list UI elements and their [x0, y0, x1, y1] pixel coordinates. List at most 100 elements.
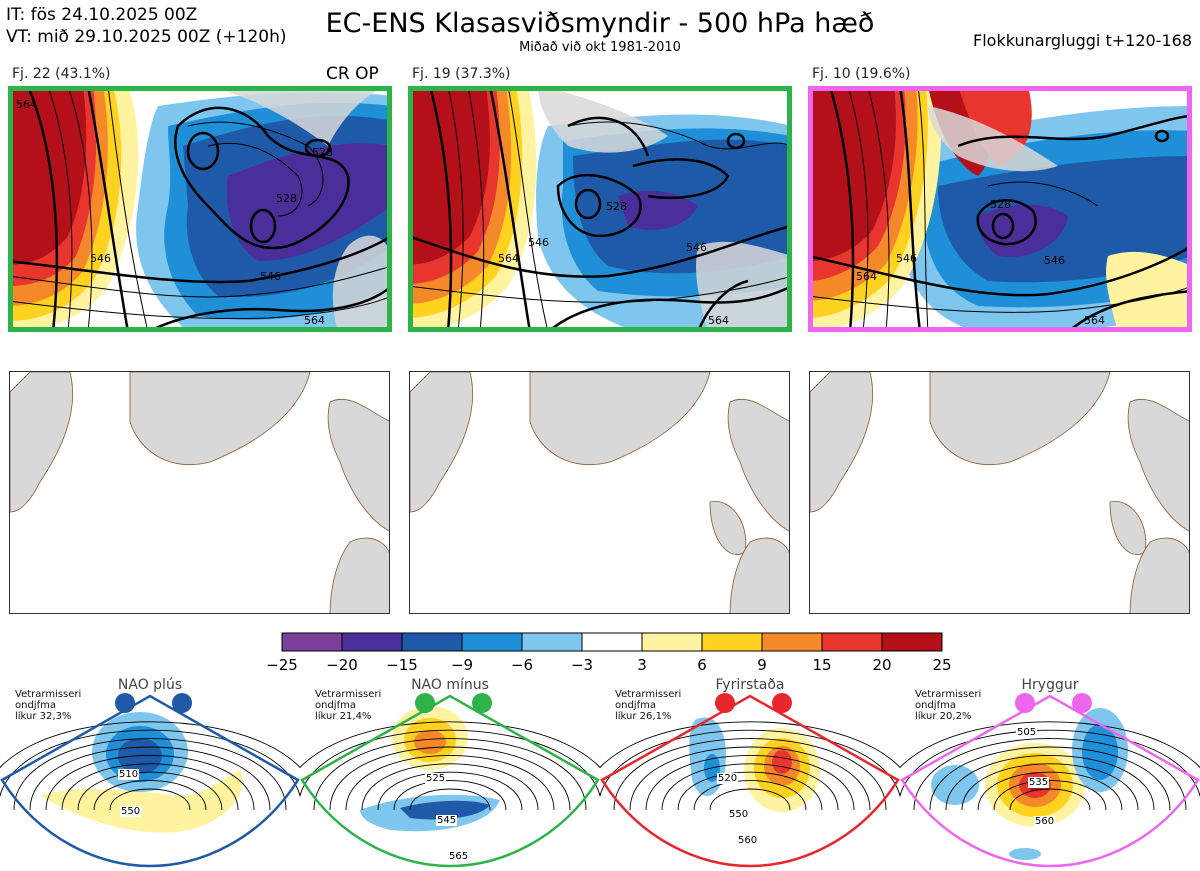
- regime-note: Vetrarmisseri ondjfma líkur 26,1%: [615, 689, 681, 722]
- regime-note: Vetrarmisseri ondjfma líkur 21,4%: [315, 689, 381, 722]
- cluster-map-3: 546 564 528 546 564: [808, 86, 1192, 332]
- colorbar-tick-label: 3: [637, 656, 647, 674]
- page-title: EC-ENS Klasasviðsmyndir - 500 hPa hæð: [325, 8, 875, 39]
- colorbar-tick-label: −3: [570, 656, 594, 674]
- cluster-map-1: 564 546 528 546 564 528: [8, 86, 392, 332]
- colorbar-tick-label: 25: [932, 656, 952, 674]
- regime-note-line: Vetrarmisseri: [615, 689, 682, 700]
- regime-title: NAO mínus: [411, 677, 489, 693]
- contour-label: 546: [1044, 254, 1065, 267]
- panel-1-label: Fj. 22 (43.1%): [12, 66, 111, 82]
- regime-contour-label: 560: [737, 835, 759, 846]
- colorbar-cell: [821, 632, 883, 652]
- contour-label: 564: [1084, 314, 1105, 327]
- colorbar-tick-label: 9: [757, 656, 767, 674]
- regime-contour-label: 550: [120, 806, 142, 817]
- cluster-map-2: 546 564 528 546 564: [408, 86, 792, 332]
- classification-window: Flokkunargluggi t+120-168: [973, 31, 1192, 50]
- regime-note: Vetrarmisseri ondjfma líkur 32,3%: [15, 689, 81, 722]
- regime-contour-label: 535: [1028, 777, 1050, 788]
- colorbar-cell: [881, 632, 943, 652]
- regime-contour-label: 510: [118, 769, 140, 780]
- contour-label: 546: [260, 270, 281, 283]
- colorbar-cell: [281, 632, 343, 652]
- colorbar-cell: [401, 632, 463, 652]
- regime-note-line: líkur 26,1%: [615, 711, 672, 722]
- colorbar-cell: [761, 632, 823, 652]
- regime-marker-dot: [172, 693, 192, 713]
- panel-3-label: Fj. 10 (19.6%): [812, 66, 911, 82]
- regime-map: [0, 694, 300, 868]
- panel-1-tag: CR OP: [326, 64, 379, 84]
- regime-contour-label: 550: [728, 809, 750, 820]
- regime-contour-label: 525: [425, 773, 447, 784]
- colorbar-tick-label: −20: [326, 656, 358, 674]
- contour-label: 546: [90, 252, 111, 265]
- regime-marker-dot: [472, 693, 492, 713]
- page-subtitle: Miðað við okt 1981-2010: [519, 40, 681, 55]
- cluster-frame-3: [808, 86, 1192, 332]
- blank-map-2: [409, 371, 790, 614]
- contour-label: 546: [686, 241, 707, 254]
- cluster-map-2-graphic: 546 564 528 546 564: [408, 86, 792, 332]
- colorbar-tick-label: 6: [697, 656, 707, 674]
- regime-marker-dot: [1072, 693, 1092, 713]
- cluster-frame-2: [408, 86, 792, 332]
- regime-marker-dot: [1015, 693, 1035, 713]
- blank-map-1: [9, 371, 390, 614]
- regime-note-line: Vetrarmisseri: [15, 689, 82, 700]
- contour-label: 564: [856, 270, 877, 283]
- colorbar-tick-label: 15: [812, 656, 832, 674]
- contour-label: 546: [528, 236, 549, 249]
- colorbar-tick-label: −15: [386, 656, 418, 674]
- regime-contour-label: 505: [1016, 727, 1038, 738]
- cluster-map-3-graphic: 546 564 528 546 564: [808, 86, 1192, 332]
- regime-marker-dot: [772, 693, 792, 713]
- regime-map: [300, 694, 600, 868]
- regime-title: Fyrirstaða: [715, 677, 785, 693]
- contour-label: 528: [276, 192, 297, 205]
- regime-note-line: líkur 20,2%: [915, 711, 972, 722]
- contour-label: 546: [896, 252, 917, 265]
- regime-marker-dot: [115, 693, 135, 713]
- colorbar: [281, 632, 943, 652]
- colorbar-cell: [581, 632, 643, 652]
- panel-2-label: Fj. 19 (37.3%): [412, 66, 511, 82]
- header-left: IT: fös 24.10.2025 00Z VT: mið 29.10.202…: [6, 4, 287, 48]
- colorbar-tick-label: −25: [266, 656, 298, 674]
- regime-note-line: Vetrarmisseri: [915, 689, 982, 700]
- regime-contour-label: 560: [1034, 816, 1056, 827]
- contour-label: 564: [304, 314, 325, 327]
- regime-map: [600, 694, 900, 868]
- colorbar-cell: [701, 632, 763, 652]
- colorbar-cell: [641, 632, 703, 652]
- cluster-frame-1: [8, 86, 392, 332]
- cluster-map-1-graphic: 564 546 528 546 564 528: [8, 86, 392, 332]
- regime-note-line: ondjfma: [315, 700, 356, 711]
- regime-note-line: líkur 21,4%: [315, 711, 372, 722]
- regime-contour-label: 520: [717, 773, 739, 784]
- valid-time: VT: mið 29.10.2025 00Z (+120h): [6, 27, 287, 47]
- contour-label: 564: [16, 98, 37, 111]
- colorbar-tick-label: 20: [872, 656, 892, 674]
- colorbar-cell: [461, 632, 523, 652]
- contour-label: 528: [312, 146, 333, 159]
- regime-title: Hryggur: [1021, 677, 1079, 693]
- contour-label: 564: [708, 314, 729, 327]
- colorbar-cell: [341, 632, 403, 652]
- contour-label: 528: [606, 200, 627, 213]
- regime-marker-dot: [415, 693, 435, 713]
- regime-contour-label: 565: [448, 851, 470, 862]
- regime-note-line: Vetrarmisseri: [315, 689, 382, 700]
- regime-note-line: ondjfma: [15, 700, 56, 711]
- regime-note-line: ondjfma: [915, 700, 956, 711]
- contour-label: 528: [990, 198, 1011, 211]
- regime-contour-label: 545: [436, 815, 458, 826]
- regime-title: NAO plús: [117, 677, 183, 693]
- init-time: IT: fös 24.10.2025 00Z: [6, 5, 198, 25]
- contour-label: 564: [498, 252, 519, 265]
- regime-note: Vetrarmisseri ondjfma líkur 20,2%: [915, 689, 981, 722]
- regime-marker-dot: [715, 693, 735, 713]
- regime-note-line: ondjfma: [615, 700, 656, 711]
- colorbar-tick-label: −9: [450, 656, 474, 674]
